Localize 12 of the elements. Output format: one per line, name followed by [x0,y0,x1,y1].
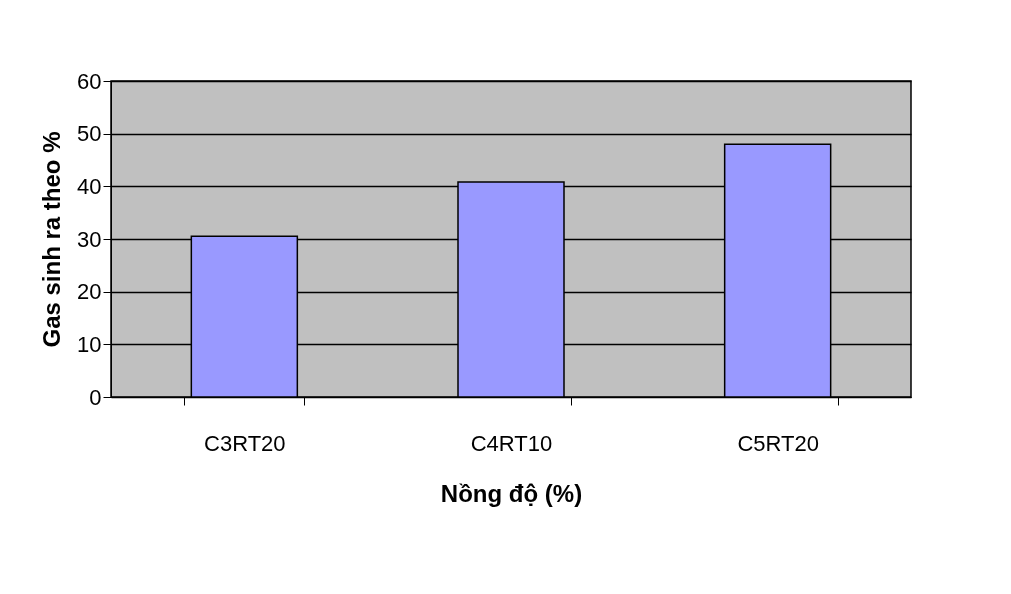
y-axis-title: Gas sinh ra theo % [38,131,66,348]
y-tick-label: 60 [77,68,102,94]
x-tick-label: C3RT20 [204,430,286,456]
y-tick-label: 30 [77,226,102,252]
y-tick-label: 50 [77,121,102,147]
y-tick-label: 40 [77,173,102,199]
x-axis-title: Nồng độ (%) [440,479,583,507]
x-tick-label: C4RT10 [470,430,553,456]
y-tick-label: 0 [89,384,102,410]
y-tick-label: 10 [77,331,102,357]
x-tick-label: C5RT20 [737,430,819,456]
y-tick-label: 20 [77,279,102,305]
